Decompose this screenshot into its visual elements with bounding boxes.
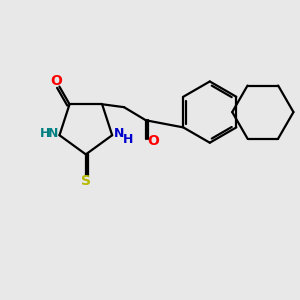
Text: O: O [50, 74, 62, 88]
Text: H: H [40, 127, 50, 140]
Text: N: N [114, 127, 124, 140]
Text: O: O [148, 134, 159, 148]
Text: S: S [81, 174, 91, 188]
Text: H: H [123, 133, 134, 146]
Text: N: N [48, 127, 58, 140]
